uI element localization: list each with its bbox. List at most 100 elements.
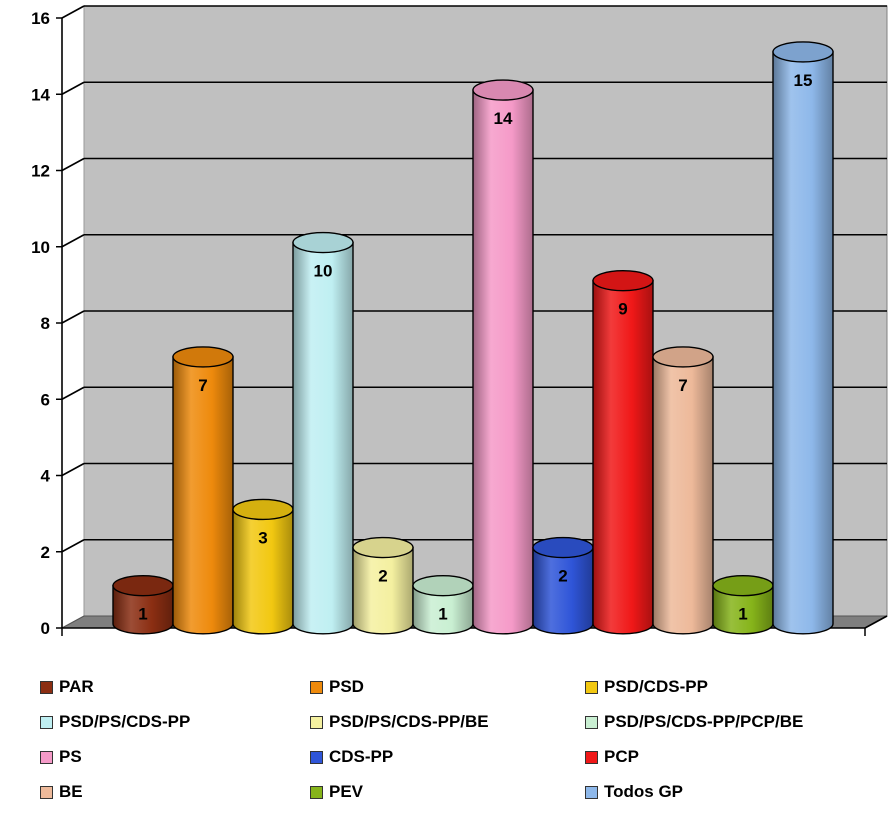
bar-chart: 0 2 4 6 8 10 12 14 16 1 7 3 10 2 1 14 2 9 7 1 15 <box>31 5 888 638</box>
bar-cds-pp <box>532 536 594 635</box>
legend-label: PSD/PS/CDS-PP/PCP/BE <box>604 712 804 731</box>
legend-swatch <box>585 750 598 764</box>
data-label: 10 <box>314 262 333 281</box>
bar-body <box>712 584 774 635</box>
legend-item: PEV <box>310 781 363 803</box>
bar-top <box>292 231 354 254</box>
bar-top <box>472 79 534 101</box>
gridline-side <box>61 386 85 400</box>
gridline-side <box>61 234 85 248</box>
y-tick-label: 6 <box>41 390 50 409</box>
bar-body <box>472 89 534 635</box>
bar-top <box>172 346 234 368</box>
legend-swatch <box>310 715 323 729</box>
gridline-side <box>61 539 85 553</box>
bar-body <box>112 584 174 635</box>
gridline-side <box>61 462 85 477</box>
bar-todos-gp <box>772 41 834 635</box>
bar-psd-cds-pp <box>232 498 294 635</box>
y-tick-label: 14 <box>31 85 50 104</box>
legend-item: PSD/PS/CDS-PP/BE <box>310 711 489 733</box>
legend-swatch <box>40 680 53 694</box>
bar-top <box>112 574 174 597</box>
legend-label: BE <box>59 782 83 801</box>
bar-top <box>352 536 414 559</box>
bar-body <box>532 546 594 635</box>
legend-swatch <box>585 715 598 729</box>
y-tick-label: 0 <box>41 619 50 638</box>
y-tick-label: 12 <box>31 162 50 181</box>
legend-label: PCP <box>604 747 639 766</box>
bar-top <box>412 574 474 597</box>
bar-body <box>772 51 834 635</box>
bar-be <box>652 346 714 635</box>
bar-body <box>652 356 714 635</box>
legend-item: PSD/PS/CDS-PP/PCP/BE <box>585 711 803 733</box>
y-tick-label: 16 <box>31 9 50 28</box>
data-label: 3 <box>258 528 267 547</box>
legend-item: PS <box>40 746 82 768</box>
legend-swatch <box>585 785 598 799</box>
bar-pcp <box>592 269 654 635</box>
data-label: 2 <box>378 567 387 586</box>
y-tick-label: 2 <box>41 543 50 562</box>
bar-ps <box>472 79 534 635</box>
legend-swatch <box>40 785 53 799</box>
legend-item: PCP <box>585 746 639 768</box>
data-labels: 1 7 3 10 2 1 14 2 9 7 1 15 <box>138 71 812 624</box>
data-label: 7 <box>198 376 207 395</box>
y-tick-label: 4 <box>41 467 51 486</box>
legend-label: PSD/CDS-PP <box>604 677 708 696</box>
legend-label: Todos GP <box>604 782 684 801</box>
bar-psd-ps-cds-pp <box>292 231 354 635</box>
legend-swatch <box>585 680 598 694</box>
data-label: 14 <box>494 109 513 128</box>
legend-label: PSD <box>329 677 364 696</box>
y-tick-label: 10 <box>31 238 50 257</box>
bar-body <box>232 508 294 635</box>
legend-label: PEV <box>329 782 364 801</box>
data-label: 1 <box>138 605 147 624</box>
bar-top <box>592 269 654 292</box>
bar-top <box>712 574 774 597</box>
gridline-side <box>61 310 85 324</box>
legend-label: PSD/PS/CDS-PP <box>59 712 191 731</box>
legend-item: PAR <box>40 676 94 698</box>
legend-label: PAR <box>59 677 94 696</box>
bar-body <box>172 356 234 635</box>
legend-item: PSD/CDS-PP <box>585 676 708 698</box>
legend-item: CDS-PP <box>310 746 393 768</box>
bar-body <box>592 279 654 635</box>
data-label: 1 <box>438 605 447 624</box>
legend-label: PSD/PS/CDS-PP/BE <box>329 712 489 731</box>
data-label: 9 <box>618 300 627 319</box>
legend-item: PSD <box>310 676 364 698</box>
bar-top <box>232 498 294 521</box>
legend-item: PSD/PS/CDS-PP <box>40 711 190 733</box>
bar-top <box>652 346 714 368</box>
y-axis-ticks: 0 2 4 6 8 10 12 14 16 <box>31 9 62 638</box>
bar-body <box>352 546 414 635</box>
bar-psd-ps-cds-pp-pcp-be <box>412 574 474 635</box>
bar-body <box>292 241 354 635</box>
data-label: 15 <box>794 71 813 90</box>
legend-item: BE <box>40 781 83 803</box>
gridline-side <box>61 157 85 172</box>
data-label: 7 <box>678 376 687 395</box>
bar-psd <box>172 346 234 635</box>
gridline-side <box>61 5 85 19</box>
data-label: 1 <box>738 605 747 624</box>
legend-label: CDS-PP <box>329 747 394 766</box>
bar-top <box>532 536 594 559</box>
bars <box>112 41 834 635</box>
legend-swatch <box>40 715 53 729</box>
data-label: 2 <box>558 567 567 586</box>
legend-label: PS <box>59 747 82 766</box>
bar-par <box>112 574 174 635</box>
legend-swatch <box>40 750 53 764</box>
legend-item: Todos GP <box>585 781 683 803</box>
bar-top <box>772 41 834 63</box>
bar-psd-ps-cds-pp-be <box>352 536 414 635</box>
x-axis-depth <box>864 615 888 629</box>
bar-pev <box>712 574 774 635</box>
